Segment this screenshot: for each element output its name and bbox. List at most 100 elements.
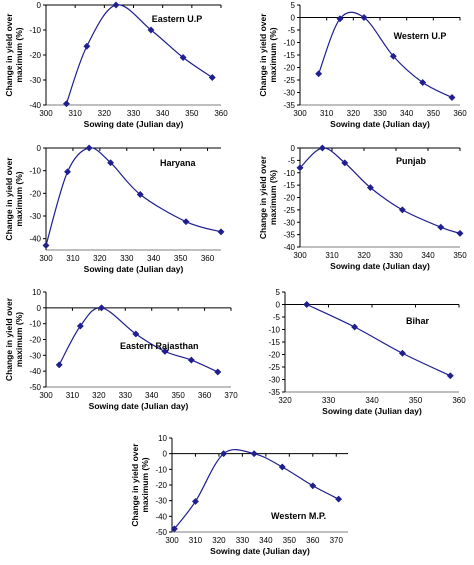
x-tick-label: 330: [127, 109, 141, 118]
data-point: [448, 93, 456, 102]
panel-title: Eastern U.P: [152, 14, 203, 24]
data-point: [351, 323, 359, 331]
series-line: [58, 307, 219, 373]
x-tick-label: 340: [145, 391, 159, 400]
data-point: [208, 73, 216, 82]
series-line: [299, 147, 461, 234]
x-tick-label: 300: [165, 536, 179, 545]
data-point: [62, 100, 70, 108]
y-tick-label: -40: [29, 235, 41, 244]
x-tick-label: 330: [322, 396, 336, 405]
y-axis-title-line: Change in yield over: [258, 13, 268, 97]
x-tick-label: 360: [201, 254, 215, 263]
x-axis-title: Sowing date (Julian day): [84, 119, 184, 129]
x-axis-title: Sowing date (Julian day): [210, 546, 310, 556]
data-point: [366, 184, 374, 192]
y-tick-label: -50: [155, 528, 167, 537]
data-point: [296, 164, 304, 172]
x-tick-label: 340: [147, 254, 161, 263]
x-tick-label: 350: [171, 391, 185, 400]
x-tick-label: 320: [212, 536, 226, 545]
y-tick-label: 0: [37, 144, 42, 153]
x-tick-label: 330: [119, 391, 133, 400]
x-tick-label: 310: [66, 391, 80, 400]
y-tick-label: 0: [291, 144, 296, 153]
y-tick-label: 0: [276, 301, 281, 310]
y-axis-title-line: maximum (%): [268, 170, 278, 225]
y-tick-label: 5: [276, 288, 281, 297]
x-axis-title: Sowing date (Julian day): [322, 406, 422, 416]
data-point: [303, 300, 311, 309]
y-tick-label: -30: [283, 89, 295, 98]
y-tick-label: -25: [268, 363, 280, 372]
data-point: [398, 349, 407, 357]
data-point: [341, 159, 349, 167]
y-tick-label: 0: [37, 1, 42, 10]
data-point: [107, 159, 115, 167]
y-tick-label: -20: [29, 336, 41, 345]
data-point: [161, 347, 169, 355]
data-point: [42, 241, 50, 250]
data-point: [191, 497, 200, 506]
x-axis-title: Sowing date (Julian day): [89, 401, 189, 411]
y-tick-label: -30: [29, 76, 41, 85]
y-tick-label: -10: [155, 465, 167, 474]
data-point: [170, 525, 178, 533]
x-tick-label: 310: [320, 109, 334, 118]
y-tick-label: 0: [163, 450, 168, 459]
x-tick-label: 320: [98, 109, 112, 118]
x-axis-title: Sowing date (Julian day): [84, 264, 184, 274]
x-tick-label: 300: [39, 254, 53, 263]
x-tick-label: 330: [373, 109, 387, 118]
x-tick-label: 360: [198, 391, 212, 400]
chart-panel-3: 0 -10 -20 -30 -40 300 310 320 330 340 350 360 Sowing…: [4, 144, 225, 274]
y-tick-label: -25: [283, 206, 295, 215]
y-tick-label: -5: [288, 26, 296, 35]
y-tick-label: 0: [291, 14, 296, 23]
y-tick-label: -10: [283, 169, 295, 178]
x-tick-label: 320: [278, 396, 292, 405]
panel-title: Western M.P.: [271, 511, 326, 521]
x-tick-label: 330: [389, 251, 403, 260]
data-point: [398, 206, 406, 214]
y-axis-title-line: Change in yield over: [4, 297, 14, 381]
data-point: [446, 372, 454, 380]
x-tick-label: 370: [224, 391, 238, 400]
y-tick-label: 0: [37, 304, 42, 313]
y-tick-label: -10: [29, 320, 41, 329]
y-tick-label: -10: [268, 326, 280, 335]
x-tick-label: 350: [453, 251, 467, 260]
data-point: [132, 330, 140, 338]
y-tick-label: -30: [29, 351, 41, 360]
x-tick-label: 300: [39, 109, 53, 118]
data-point: [182, 218, 190, 226]
y-axis-title-line: maximum (%): [14, 312, 24, 367]
x-tick-label: 310: [68, 109, 82, 118]
y-axis-title-line: Change in yield over: [130, 443, 140, 527]
x-tick-label: 350: [409, 396, 423, 405]
x-tick-label: 340: [365, 396, 379, 405]
y-tick-label: 5: [291, 1, 296, 10]
data-point: [83, 42, 91, 50]
y-tick-label: -25: [283, 76, 295, 85]
data-point: [220, 450, 228, 458]
data-point: [318, 144, 326, 152]
data-point: [85, 144, 93, 152]
data-point: [147, 26, 155, 34]
data-point: [97, 304, 106, 312]
y-tick-label: -35: [283, 101, 295, 110]
y-tick-label: -35: [268, 388, 280, 397]
data-point: [55, 361, 63, 369]
data-point: [187, 356, 195, 364]
y-tick-label: -20: [283, 194, 295, 203]
y-axis-title-line: maximum (%): [14, 171, 24, 226]
data-point: [309, 482, 317, 490]
data-point: [419, 78, 427, 87]
data-point: [214, 368, 222, 376]
